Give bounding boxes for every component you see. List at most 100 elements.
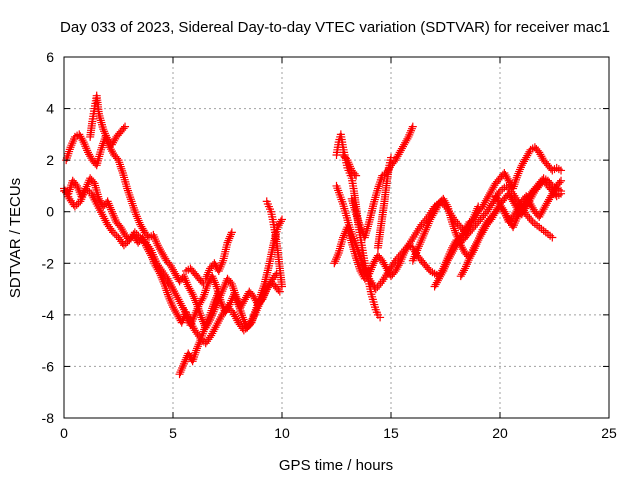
data-point	[511, 193, 520, 202]
data-point	[80, 140, 89, 149]
data-point	[408, 256, 417, 265]
data-point	[484, 205, 493, 214]
data-point	[332, 255, 341, 264]
data-point	[482, 207, 491, 216]
data-point	[99, 212, 108, 221]
data-point	[69, 137, 78, 146]
data-point	[387, 153, 395, 162]
data-point	[224, 236, 233, 245]
y-tick-label: -4	[42, 307, 55, 323]
data-point	[61, 186, 70, 195]
data-point	[100, 129, 109, 138]
data-point	[499, 205, 508, 214]
data-point	[83, 186, 92, 195]
data-point	[460, 266, 469, 275]
data-point	[515, 167, 524, 176]
y-tick-label: -6	[42, 358, 55, 374]
data-point	[134, 231, 143, 240]
data-point	[180, 274, 189, 283]
data-point	[392, 254, 401, 263]
data-point	[232, 314, 241, 323]
data-point	[67, 141, 76, 150]
data-point	[134, 216, 143, 225]
data-point	[264, 281, 273, 290]
y-tick-label: 0	[46, 204, 54, 220]
data-point	[188, 322, 197, 331]
data-point	[150, 232, 159, 241]
data-point	[223, 303, 232, 312]
data-point	[90, 195, 99, 204]
data-point	[171, 289, 180, 298]
data-point	[175, 297, 184, 306]
data-point	[408, 235, 417, 244]
data-point	[204, 314, 213, 323]
data-point	[82, 144, 91, 153]
data-point	[479, 211, 488, 220]
data-point	[416, 238, 425, 247]
data-point	[105, 201, 114, 210]
data-point	[210, 297, 219, 306]
data-point	[461, 262, 470, 271]
data-point	[198, 294, 207, 303]
data-point	[187, 320, 196, 329]
data-point	[226, 232, 235, 241]
data-point	[170, 287, 179, 296]
data-point	[394, 252, 403, 261]
data-point	[350, 169, 359, 178]
data-point	[184, 313, 193, 322]
data-point	[198, 278, 207, 287]
data-point	[167, 298, 176, 307]
data-point	[466, 252, 475, 261]
data-point	[189, 312, 198, 321]
data-point	[202, 272, 211, 281]
data-point	[104, 199, 113, 208]
data-point	[213, 291, 222, 300]
data-point	[439, 267, 448, 276]
data-point	[138, 235, 147, 244]
plot-frame	[63, 56, 610, 419]
data-point	[462, 260, 471, 269]
data-point	[197, 313, 206, 322]
data-point	[386, 264, 395, 273]
data-point	[182, 309, 191, 318]
data-point	[339, 233, 348, 242]
data-point	[468, 245, 477, 254]
data-point	[68, 139, 77, 148]
data-point	[408, 122, 417, 131]
data-point	[511, 216, 520, 225]
data-point	[187, 288, 196, 297]
data-point	[367, 278, 376, 287]
data-point	[516, 165, 525, 174]
data-point	[365, 274, 374, 283]
data-point	[231, 312, 240, 321]
data-point	[226, 298, 235, 307]
data-point	[83, 146, 92, 155]
data-point	[527, 216, 536, 225]
data-point	[179, 305, 188, 314]
data-point	[388, 260, 397, 269]
data-point	[180, 357, 189, 366]
data-point	[217, 260, 226, 269]
data-point	[257, 295, 266, 304]
data-point	[465, 254, 474, 263]
data-point	[185, 316, 194, 325]
data-point	[274, 285, 283, 294]
data-point	[366, 276, 375, 285]
data-point	[345, 160, 354, 169]
data-point	[440, 264, 449, 273]
data-point	[245, 321, 254, 330]
y-tick-label: -8	[42, 410, 55, 426]
data-point	[220, 283, 229, 292]
data-point	[199, 279, 208, 288]
x-tick-label: 10	[274, 425, 290, 441]
data-point	[412, 228, 421, 237]
data-point	[367, 263, 376, 272]
data-point	[407, 126, 416, 135]
data-point	[172, 291, 181, 300]
data-point	[391, 256, 400, 265]
data-point	[78, 136, 87, 145]
data-point	[91, 197, 100, 206]
data-point	[165, 294, 174, 303]
data-point	[455, 221, 464, 230]
